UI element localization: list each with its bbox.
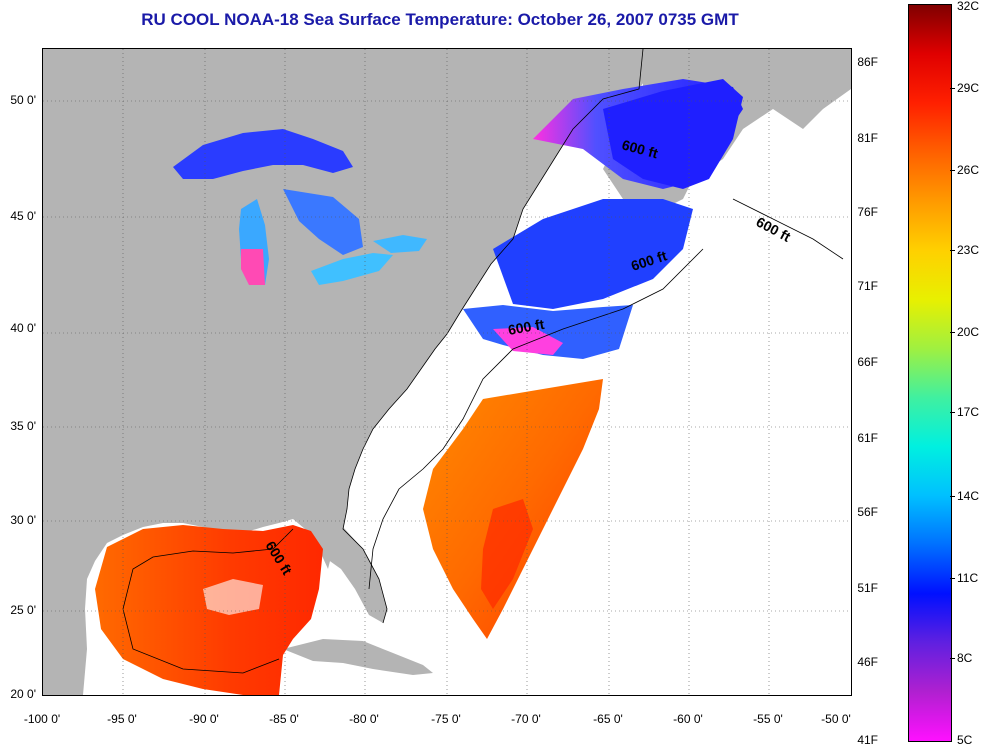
legend-celsius-label: 29C bbox=[957, 81, 980, 95]
legend-celsius-label: 32C bbox=[957, 0, 980, 13]
sst-gulf-of-maine bbox=[493, 199, 693, 309]
land-cuba bbox=[283, 639, 433, 675]
legend-tick bbox=[950, 578, 955, 579]
lake-erie bbox=[311, 253, 393, 285]
legend-celsius-label: 20C bbox=[957, 325, 980, 339]
lat-tick-label: 40 0' bbox=[10, 321, 36, 335]
lon-tick-label: -70 0' bbox=[511, 712, 541, 726]
lon-tick-label: -100 0' bbox=[23, 712, 61, 726]
isobath-600ft-atlantic bbox=[368, 198, 844, 590]
legend-fahrenheit-label: 86F bbox=[857, 55, 878, 69]
lon-tick-label: -85 0' bbox=[269, 712, 299, 726]
sst-shelf-magenta bbox=[493, 327, 563, 355]
legend-tick bbox=[950, 658, 955, 659]
lake-huron bbox=[283, 189, 363, 255]
legend-celsius-label: 5C bbox=[957, 733, 973, 747]
legend-fahrenheit-label: 41F bbox=[857, 733, 878, 747]
legend-fahrenheit-label: 66F bbox=[857, 355, 878, 369]
coastline bbox=[342, 49, 644, 624]
lon-tick-label: -90 0' bbox=[189, 712, 219, 726]
lat-tick-label: 25 0' bbox=[10, 603, 36, 617]
legend-fahrenheit-label: 76F bbox=[857, 205, 878, 219]
legend-fahrenheit-label: 46F bbox=[857, 655, 878, 669]
sst-map[interactable]: 600 ft 600 ft 600 ft 600 ft 600 ft bbox=[42, 48, 852, 696]
lat-tick-label: 20 0' bbox=[10, 687, 36, 701]
legend-celsius-label: 23C bbox=[957, 243, 980, 257]
sst-gulf-of-mexico bbox=[95, 525, 323, 695]
legend-celsius-label: 11C bbox=[957, 571, 979, 585]
legend-celsius-label: 26C bbox=[957, 163, 980, 177]
legend-fahrenheit-label: 51F bbox=[857, 581, 878, 595]
legend-fahrenheit-label: 56F bbox=[857, 505, 878, 519]
legend-tick bbox=[950, 170, 955, 171]
legend-fahrenheit-label: 71F bbox=[857, 279, 878, 293]
lon-tick-label: -60 0' bbox=[673, 712, 703, 726]
temperature-color-scale bbox=[908, 4, 952, 742]
lake-ontario bbox=[373, 235, 427, 253]
sst-map-canvas: 600 ft 600 ft 600 ft 600 ft 600 ft bbox=[43, 49, 851, 695]
legend-celsius-label: 17C bbox=[957, 405, 980, 419]
map-title: RU COOL NOAA-18 Sea Surface Temperature:… bbox=[141, 10, 739, 29]
lon-tick-label: -75 0' bbox=[431, 712, 461, 726]
lon-tick-label: -50 0' bbox=[821, 712, 851, 726]
contour-label: 600 ft bbox=[754, 214, 794, 245]
sst-gulf-patch bbox=[203, 579, 263, 615]
legend-tick bbox=[950, 496, 955, 497]
legend-tick bbox=[950, 250, 955, 251]
lon-tick-label: -55 0' bbox=[753, 712, 783, 726]
lake-michigan-south bbox=[241, 249, 265, 285]
contour-label: 600 ft bbox=[507, 316, 546, 338]
sst-gulf-stream-core bbox=[481, 499, 533, 609]
land-florida bbox=[319, 527, 387, 623]
isobath-600ft-gulf bbox=[122, 528, 294, 674]
lat-tick-label: 35 0' bbox=[10, 419, 36, 433]
legend-celsius-label: 8C bbox=[957, 651, 973, 665]
lon-tick-label: -95 0' bbox=[107, 712, 137, 726]
sst-newfoundland-shelf bbox=[603, 79, 743, 189]
sst-mid-atlantic-bight bbox=[463, 305, 633, 359]
legend-tick bbox=[950, 332, 955, 333]
legend-tick bbox=[950, 412, 955, 413]
lon-tick-label: -65 0' bbox=[593, 712, 623, 726]
legend-tick bbox=[950, 88, 955, 89]
land-north-america bbox=[43, 49, 653, 695]
legend-fahrenheit-label: 81F bbox=[857, 131, 878, 145]
lat-tick-label: 50 0' bbox=[10, 93, 36, 107]
graticule bbox=[43, 49, 851, 695]
lake-superior bbox=[173, 129, 353, 179]
lon-tick-label: -80 0' bbox=[349, 712, 379, 726]
lat-tick-label: 30 0' bbox=[10, 513, 36, 527]
legend-fahrenheit-label: 61F bbox=[857, 431, 878, 445]
lat-tick-label: 45 0' bbox=[10, 209, 36, 223]
legend-celsius-label: 14C bbox=[957, 489, 980, 503]
